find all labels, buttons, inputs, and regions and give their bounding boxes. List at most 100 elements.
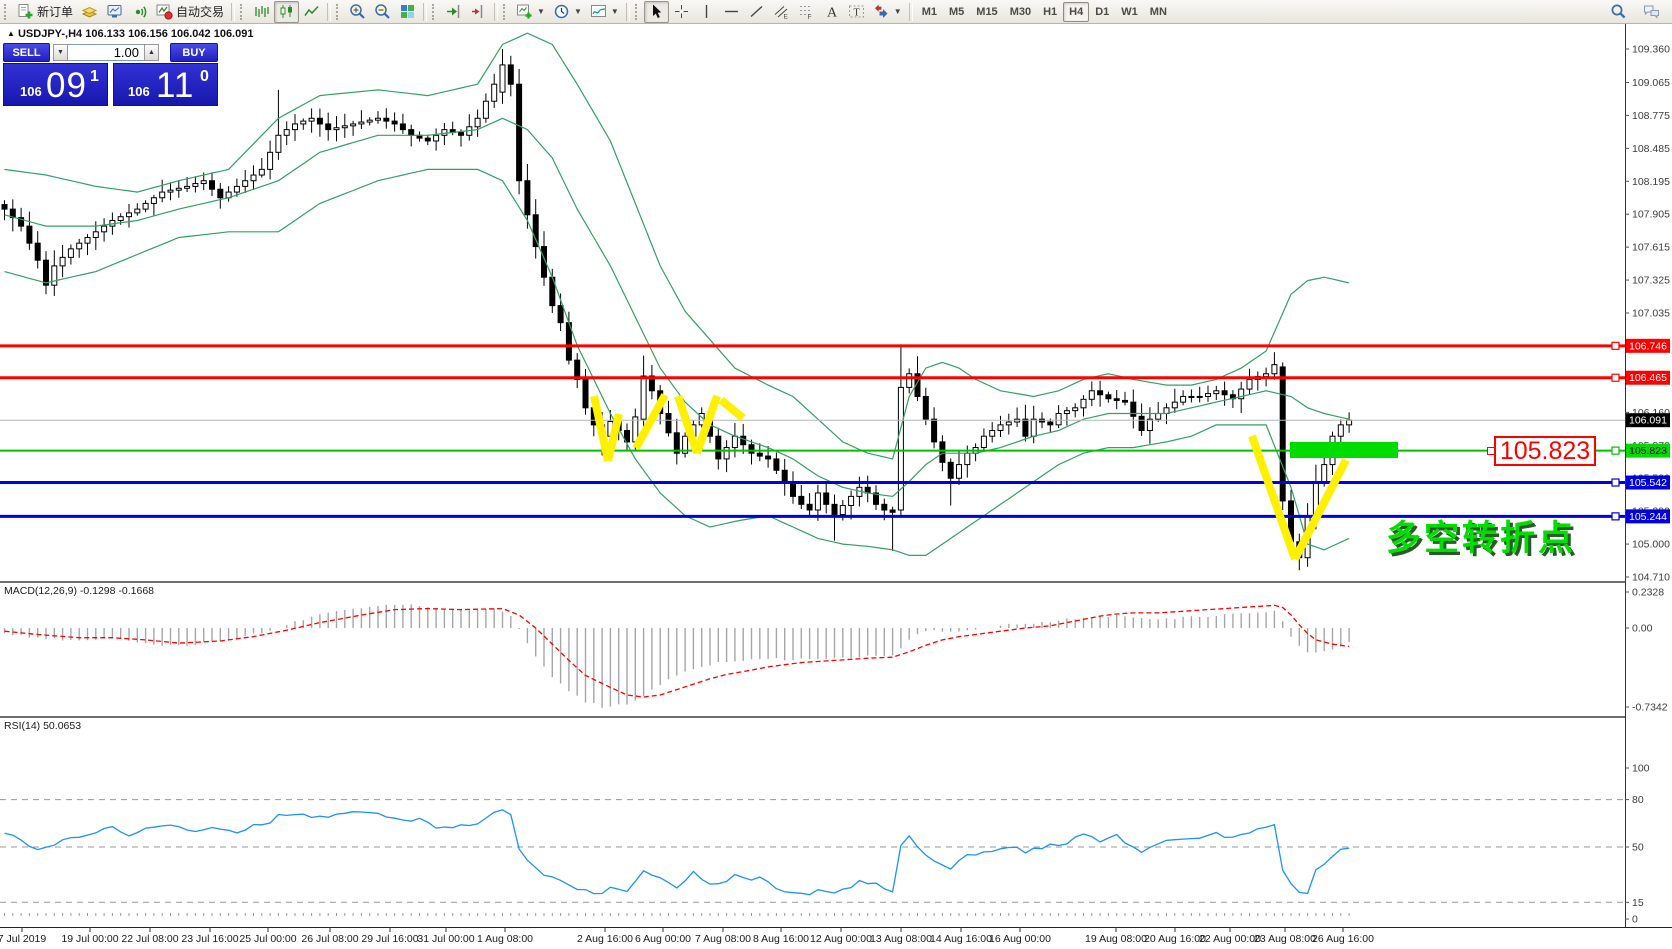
- collapse-arrow-icon[interactable]: ▲: [7, 29, 15, 38]
- svg-text:1 Aug 08:00: 1 Aug 08:00: [477, 933, 533, 945]
- community-button[interactable]: [1639, 1, 1664, 23]
- dropdown-caret-icon[interactable]: ▼: [537, 7, 545, 16]
- auto-trading-button[interactable]: 自动交易: [152, 1, 228, 23]
- candle-chart-button[interactable]: [274, 0, 300, 23]
- zoom-out-button[interactable]: [370, 1, 395, 23]
- timeframe-mn-button[interactable]: MN: [1149, 5, 1167, 18]
- auto-trading-button-label: 自动交易: [176, 5, 225, 19]
- toolbar-group-handle[interactable]: [240, 3, 245, 20]
- timeframe-d1-button[interactable]: D1: [1095, 5, 1110, 18]
- svg-text:50: 50: [1632, 842, 1644, 854]
- callout-handle[interactable]: [1487, 447, 1495, 455]
- svg-text:F: F: [807, 14, 811, 20]
- svg-text:26 Aug 16:00: 26 Aug 16:00: [1312, 933, 1374, 945]
- toolbar-group-handle[interactable]: [4, 3, 9, 20]
- line-chart-button[interactable]: [299, 1, 324, 23]
- arrows-icon: [874, 4, 888, 18]
- svg-text:26 Jul 08:00: 26 Jul 08:00: [301, 933, 358, 945]
- svg-text:7 Aug 08:00: 7 Aug 08:00: [695, 933, 751, 945]
- trendline-icon: [750, 5, 763, 18]
- toolbar-separator: [327, 2, 332, 21]
- new-order-button[interactable]: 新订单: [13, 1, 77, 23]
- toolbar-group-handle[interactable]: [634, 3, 640, 20]
- bar-chart-button[interactable]: [249, 1, 274, 23]
- timeframe-h4-button[interactable]: H4: [1063, 1, 1090, 22]
- horizontal-line-button[interactable]: [719, 1, 744, 23]
- svg-text:108.195: 108.195: [1632, 176, 1670, 188]
- time-axis[interactable]: 7 Jul 2019 19 Jul 00:00 22 Jul 08:00 23 Jul…: [0, 927, 1672, 945]
- signal-icon: [135, 6, 147, 18]
- signals-button[interactable]: [127, 1, 152, 23]
- volume-decrease-button[interactable]: ▼: [53, 44, 68, 61]
- timeframe-m15-button[interactable]: M15: [976, 5, 998, 18]
- timeframe-m1-button[interactable]: M1: [921, 5, 937, 18]
- toolbar-group-handle[interactable]: [503, 3, 508, 20]
- toolbar-group-handle[interactable]: [432, 3, 437, 20]
- auto-scroll-button[interactable]: [441, 1, 466, 23]
- fibonacci-button[interactable]: F: [794, 1, 819, 23]
- candle-tick-row: [4, 913, 1350, 916]
- toolbar-separator: [231, 2, 236, 21]
- svg-text:107.905: 107.905: [1632, 209, 1670, 221]
- dropdown-caret-icon[interactable]: ▼: [893, 7, 902, 16]
- svg-text:108.485: 108.485: [1632, 143, 1670, 155]
- svg-text:19 Jul 00:00: 19 Jul 00:00: [61, 933, 118, 945]
- volume-increase-button[interactable]: ▲: [144, 44, 159, 61]
- rsi-separator[interactable]: [0, 716, 1672, 718]
- clock-icon: [554, 4, 569, 19]
- tiles-icon: [401, 5, 415, 18]
- toolbar-group-handle[interactable]: [336, 3, 341, 20]
- vertical-line-button[interactable]: [694, 1, 719, 23]
- timeframe-h1-button[interactable]: H1: [1043, 5, 1058, 18]
- new-chart-icon: [517, 4, 532, 19]
- dropdown-caret-icon[interactable]: ▼: [573, 7, 582, 16]
- rsi-indicator-label: RSI(14) 50.0653: [4, 720, 82, 732]
- svg-text:0: 0: [1632, 914, 1638, 926]
- dropdown-caret-icon[interactable]: ▼: [610, 7, 619, 16]
- text-label-icon: T: [848, 5, 864, 19]
- svg-text:106.091: 106.091: [1629, 415, 1667, 427]
- trendline-button[interactable]: [744, 1, 769, 23]
- macd-separator[interactable]: [0, 581, 1672, 583]
- tile-windows-button[interactable]: [395, 1, 420, 23]
- profiles-button[interactable]: ▼: [549, 1, 586, 23]
- green-zone-rect[interactable]: [1290, 442, 1398, 458]
- price-axis[interactable]: 109.360 109.065 108.775 108.485 108.195 107.9…: [1625, 24, 1672, 927]
- price-callout-box[interactable]: 105.823: [1494, 436, 1596, 466]
- svg-text:107.035: 107.035: [1632, 308, 1670, 320]
- arrows-button[interactable]: ▼: [869, 1, 906, 23]
- sell-button[interactable]: SELL: [3, 43, 50, 62]
- yellow-trendlines[interactable]: [590, 393, 1350, 561]
- zoom-in-button[interactable]: [345, 1, 370, 23]
- timeframe-m30-button[interactable]: M30: [1009, 5, 1032, 18]
- text-label-button[interactable]: T: [844, 1, 869, 23]
- cursor-button[interactable]: [643, 0, 669, 23]
- svg-text:15: 15: [1632, 897, 1644, 909]
- depth-of-market-button[interactable]: [77, 1, 102, 23]
- text-button[interactable]: A: [819, 1, 844, 23]
- horizontal-line-objects[interactable]: [0, 341, 1625, 521]
- monitor-icon: [107, 5, 122, 18]
- chart-shift-button[interactable]: [466, 1, 491, 23]
- macd-panel: [3, 604, 1350, 708]
- svg-text:80: 80: [1632, 794, 1644, 806]
- indicators-button[interactable]: ▼: [586, 1, 623, 23]
- sell-price-display[interactable]: 106 09 1: [3, 63, 108, 106]
- svg-text:0.2328: 0.2328: [1632, 587, 1664, 599]
- buy-button[interactable]: BUY: [170, 43, 218, 62]
- volume-input[interactable]: [67, 44, 145, 61]
- metaeditor-button[interactable]: [102, 1, 127, 23]
- search-button[interactable]: [1606, 1, 1631, 23]
- crosshair-button[interactable]: [669, 1, 694, 23]
- turning-point-note[interactable]: 多空转折点: [1386, 519, 1577, 558]
- indicator-icon: [590, 5, 606, 17]
- buy-price-display[interactable]: 106 11 0: [113, 63, 218, 106]
- toolbar-right-icons: [1606, 1, 1664, 23]
- timeframe-w1-button[interactable]: W1: [1121, 5, 1138, 18]
- new-chart-button[interactable]: ▼: [512, 1, 549, 23]
- svg-text:107.615: 107.615: [1632, 242, 1670, 254]
- equidistant-channel-button[interactable]: E: [769, 1, 794, 23]
- one-click-trading-panel: SELL ▼ ▲ BUY 106 09 1 106 11 0: [3, 41, 218, 106]
- timeframe-m5-button[interactable]: M5: [949, 5, 965, 18]
